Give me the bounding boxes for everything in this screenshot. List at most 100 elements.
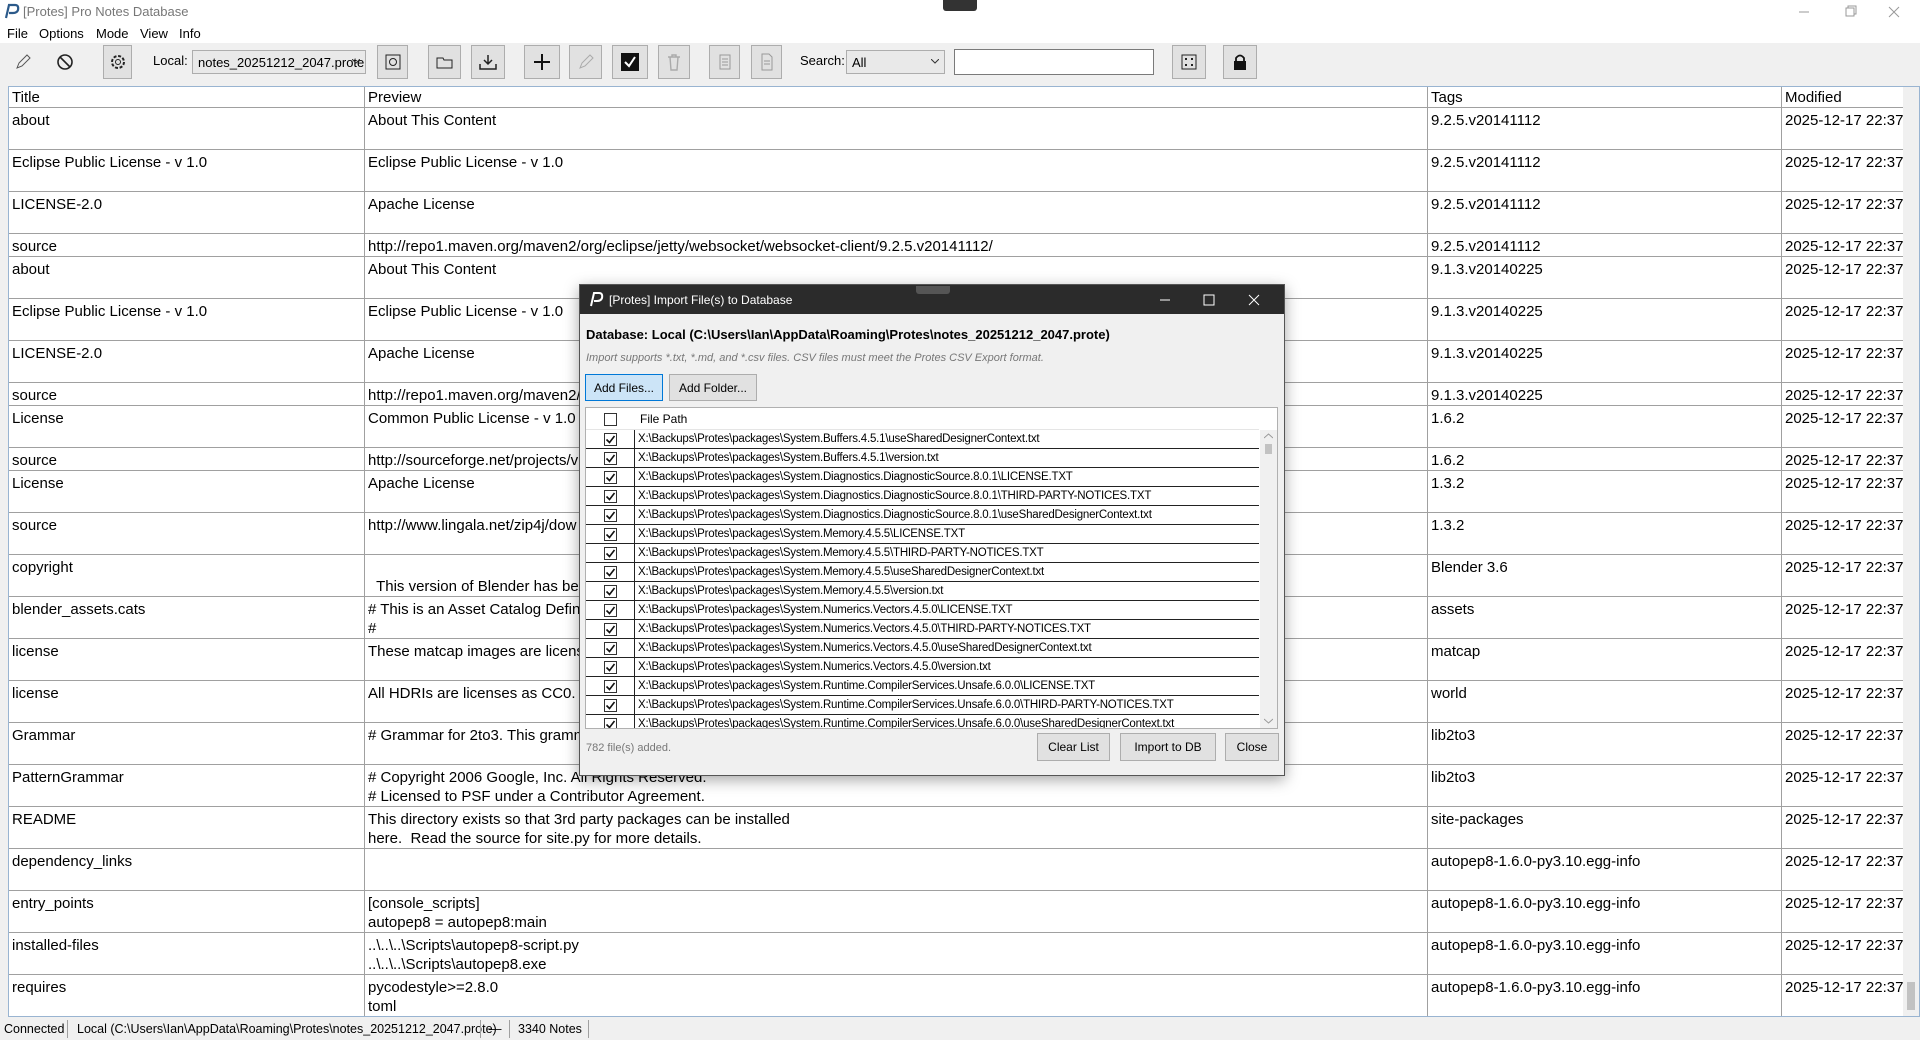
- file-checkbox[interactable]: [604, 661, 617, 674]
- title-cell: License: [12, 475, 64, 492]
- paste-button[interactable]: [751, 45, 782, 79]
- modified-cell: 2025-12-17 22:37: [1785, 387, 1903, 404]
- database-select-value: notes_20251212_2047.prote: [198, 54, 365, 70]
- file-checkbox[interactable]: [604, 680, 617, 693]
- search-input[interactable]: [954, 49, 1154, 75]
- modified-cell: 2025-12-17 22:37: [1785, 196, 1903, 213]
- modified-cell: 2025-12-17 22:37: [1785, 475, 1903, 492]
- copy-button[interactable]: [709, 45, 740, 79]
- column-header[interactable]: Preview: [365, 87, 1428, 108]
- file-checkbox[interactable]: [604, 699, 617, 712]
- tags-cell: 1.3.2: [1431, 475, 1465, 492]
- preview-cell: http://www.lingala.net/zip4j/dow: [368, 517, 577, 534]
- tags-cell: Blender 3.6: [1431, 559, 1508, 576]
- table-scrollbar[interactable]: [1903, 87, 1919, 1016]
- database-select[interactable]: notes_20251212_2047.prote: [192, 50, 366, 74]
- preview-cell: This directory exists so that 3rd party …: [368, 811, 790, 847]
- add-button[interactable]: [524, 45, 560, 79]
- row-separator: [9, 932, 1903, 933]
- row-separator: [9, 191, 1903, 192]
- settings-button[interactable]: [103, 45, 132, 79]
- file-path: X:\Backups\Protes\packages\System.Diagno…: [638, 509, 1152, 521]
- tags-cell: assets: [1431, 601, 1475, 618]
- search-field-select[interactable]: All: [846, 50, 945, 74]
- menu-item[interactable]: Info: [179, 26, 201, 41]
- file-path: X:\Backups\Protes\packages\System.Runtim…: [638, 699, 1174, 711]
- tags-cell: 1.6.2: [1431, 410, 1465, 427]
- file-checkbox[interactable]: [604, 547, 617, 560]
- close-button[interactable]: Close: [1225, 733, 1279, 761]
- menu-item[interactable]: View: [140, 26, 168, 41]
- file-checkbox[interactable]: [604, 471, 617, 484]
- row-separator: [9, 806, 1903, 807]
- menu-item[interactable]: Mode: [96, 26, 129, 41]
- file-checkbox[interactable]: [604, 604, 617, 617]
- file-checkbox[interactable]: [604, 490, 617, 503]
- file-path: X:\Backups\Protes\packages\System.Diagno…: [638, 471, 1073, 483]
- columns-button[interactable]: [1172, 45, 1206, 79]
- file-column-separator: [634, 449, 635, 468]
- file-checkbox[interactable]: [604, 433, 617, 446]
- file-checkbox[interactable]: [604, 509, 617, 522]
- edit-button[interactable]: [9, 45, 36, 79]
- title-cell: entry_points: [12, 895, 94, 912]
- file-path: X:\Backups\Protes\packages\System.Runtim…: [638, 680, 1096, 692]
- column-header[interactable]: Title: [9, 87, 365, 108]
- file-column-separator: [634, 563, 635, 582]
- file-row-separator: [586, 543, 1259, 544]
- delete-button[interactable]: [658, 45, 690, 79]
- switch-button[interactable]: [377, 45, 408, 79]
- import-button[interactable]: [471, 45, 505, 79]
- row-separator: [9, 974, 1903, 975]
- scrollbar-thumb[interactable]: [1907, 982, 1915, 1010]
- preview-cell: About This Content: [368, 261, 497, 278]
- status-separator: [67, 1020, 68, 1038]
- menu-item[interactable]: Options: [39, 26, 84, 41]
- title-cell: source: [12, 452, 58, 469]
- search-field-value: All: [852, 54, 867, 70]
- file-checkbox[interactable]: [604, 623, 617, 636]
- list-scrollbar[interactable]: [1260, 430, 1277, 728]
- status-separator: [480, 1020, 481, 1038]
- file-column-separator: [634, 696, 635, 715]
- open-button[interactable]: [428, 45, 461, 79]
- check-button[interactable]: [612, 45, 648, 79]
- file-row-separator: [586, 600, 1259, 601]
- title-cell: LICENSE-2.0: [12, 345, 103, 362]
- row-separator: [9, 149, 1903, 150]
- preview-cell: Apache License: [368, 196, 475, 213]
- file-checkbox[interactable]: [604, 528, 617, 541]
- file-row-separator: [586, 695, 1259, 696]
- modified-cell: 2025-12-17 22:37: [1785, 452, 1903, 469]
- clear-list-button[interactable]: Clear List: [1037, 733, 1110, 761]
- title-cell: requires: [12, 979, 67, 996]
- status-separator: [509, 1020, 510, 1038]
- preview-cell: http://repo1.maven.org/maven2/org/eclips…: [368, 238, 993, 255]
- add-folder-button[interactable]: Add Folder...: [669, 374, 757, 401]
- preview-cell: Common Public License - v 1.0: [368, 410, 576, 427]
- file-checkbox[interactable]: [604, 585, 617, 598]
- file-checkbox[interactable]: [604, 452, 617, 465]
- title-cell: license: [12, 643, 59, 660]
- file-checkbox[interactable]: [604, 718, 617, 729]
- file-path-header: File Path: [640, 412, 688, 426]
- select-all-checkbox[interactable]: [604, 413, 617, 426]
- file-checkbox[interactable]: [604, 566, 617, 579]
- column-header[interactable]: Modified: [1782, 87, 1903, 108]
- modified-cell: 2025-12-17 22:37: [1785, 154, 1903, 171]
- add-files-button[interactable]: Add Files...: [585, 374, 663, 401]
- file-checkbox[interactable]: [604, 642, 617, 655]
- preview-cell: Apache License: [368, 475, 475, 492]
- disconnect-button[interactable]: [50, 45, 79, 79]
- column-header[interactable]: Tags: [1428, 87, 1782, 108]
- edit-note-button[interactable]: [569, 45, 602, 79]
- status-separator: [588, 1020, 589, 1038]
- preview-cell: Eclipse Public License - v 1.0: [368, 154, 564, 171]
- import-to-db-button[interactable]: Import to DB: [1120, 733, 1216, 761]
- search-label: Search:: [800, 53, 845, 68]
- modified-cell: 2025-12-17 22:37: [1785, 811, 1903, 828]
- menu-item[interactable]: File: [7, 26, 28, 41]
- file-column-separator: [634, 639, 635, 658]
- lock-button[interactable]: [1223, 45, 1257, 79]
- file-path: X:\Backups\Protes\packages\System.Memory…: [638, 547, 1044, 559]
